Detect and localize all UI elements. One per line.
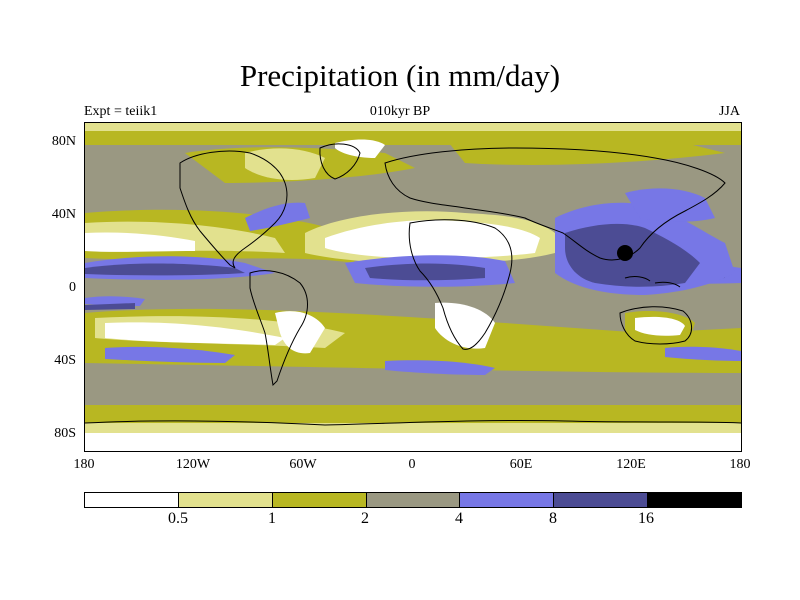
lat-tick-40s: 40S [54, 353, 76, 368]
lon-tick-180w: 180 [73, 457, 95, 472]
lon-tick-0: 0 [408, 457, 416, 472]
map-svg [85, 123, 741, 451]
precipitation-map [84, 122, 742, 452]
colorbar-box [85, 493, 179, 507]
colorbar-label: 8 [549, 510, 557, 527]
experiment-label: Expt = teiik1 [84, 104, 158, 119]
lat-tick-80s: 80S [54, 426, 76, 441]
colorbar-box [178, 493, 273, 507]
period-label: 010kyr BP [369, 104, 431, 119]
colorbar-label: 16 [638, 510, 654, 527]
lat-tick-80n: 80N [51, 134, 76, 149]
colorbar-label: 2 [361, 510, 369, 527]
lon-tick-60e: 60E [509, 457, 533, 472]
colorbar-label: 4 [455, 510, 463, 527]
colorbar-label: 0.5 [168, 510, 188, 527]
colorbar-box [460, 493, 555, 507]
season-label: JJA [718, 104, 740, 119]
colorbar-box [648, 493, 742, 507]
colorbar [84, 492, 742, 508]
lon-tick-60w: 60W [289, 457, 317, 472]
colorbar-box [554, 493, 649, 507]
colorbar-box [366, 493, 461, 507]
lon-tick-120w: 120W [175, 457, 211, 472]
colorbar-box [272, 493, 367, 507]
lon-tick-120e: 120E [616, 457, 646, 472]
lon-tick-180e: 180 [729, 457, 751, 472]
plot-title: Precipitation (in mm/day) [239, 58, 561, 93]
lat-tick-40n: 40N [51, 207, 76, 222]
lat-tick-0: 0 [69, 280, 76, 295]
colorbar-label: 1 [268, 510, 276, 527]
